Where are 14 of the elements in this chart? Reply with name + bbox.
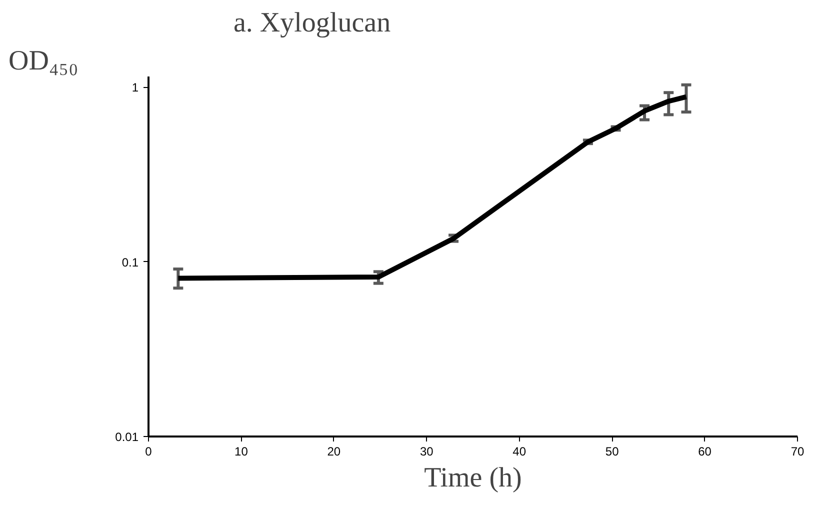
x-tick-label: 10 [234,444,248,458]
x-axis-title: Time (h) [424,462,522,494]
x-tick-label: 40 [512,444,526,458]
x-tick-label: 70 [790,444,804,458]
y-tick-label: 1 [132,80,139,95]
x-tick-label: 20 [327,444,341,458]
y-axis-title: OD₄₅₀ [8,46,78,76]
x-tick-label: 0 [145,444,152,458]
x-tick-label: 60 [698,444,712,458]
y-tick-label: 0.01 [115,430,139,444]
x-tick-label: 30 [420,444,434,458]
chart-title: a. Xyloglucan [234,8,391,38]
y-tick-label: 0.1 [122,255,139,270]
x-tick-label: 50 [605,444,620,458]
